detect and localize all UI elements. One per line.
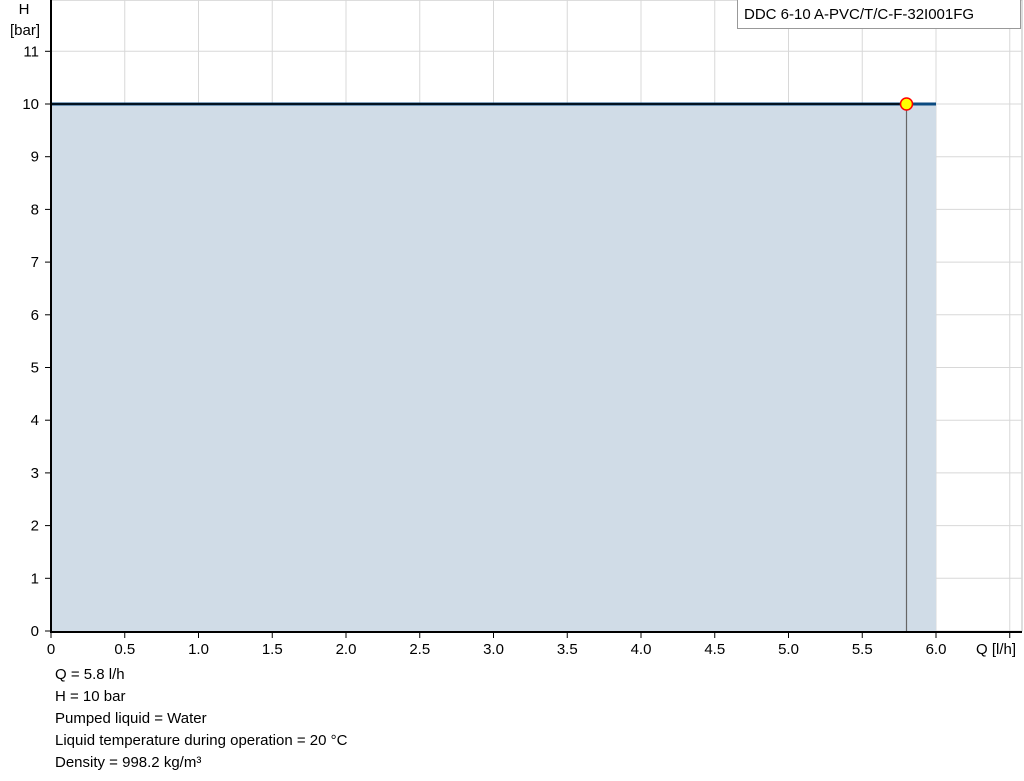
curve-area-fill: [51, 104, 936, 631]
info-flow: Q = 5.8 l/h: [55, 666, 125, 683]
legend-product-name: DDC 6-10 A-PVC/T/C-F-32I001FG: [737, 0, 1021, 29]
pump-curve-chart: 0 0.5 1.0 1.5 2.0 2.5 3.0 3.5 4.0 4.5 5.0 5.5 6.0 0 1 2…: [10, 0, 1023, 658]
y-tick-label: 11: [23, 43, 39, 60]
x-tick-label: 0.5: [114, 641, 135, 658]
x-axis-label: Q [l/h]: [976, 641, 1016, 658]
y-tick-label: 1: [31, 570, 39, 587]
y-tick-label: 3: [31, 465, 39, 482]
info-liquid: Pumped liquid = Water: [55, 710, 207, 727]
info-temperature: Liquid temperature during operation = 20…: [55, 732, 348, 749]
y-tick-label: 4: [31, 412, 39, 429]
x-tick-label: 4.0: [631, 641, 652, 658]
operating-point: [899, 97, 914, 111]
x-tick-label: 3.0: [483, 641, 504, 658]
x-tick-label: 2.0: [336, 641, 357, 658]
x-tick-label: 5.0: [778, 641, 799, 658]
info-head: H = 10 bar: [55, 688, 126, 705]
x-tick-label: 6.0: [926, 641, 947, 658]
y-tick-label: 6: [31, 307, 39, 324]
y-axis-label-unit: [bar]: [10, 22, 40, 39]
y-tick-label: 10: [22, 96, 39, 113]
x-tick-label: 1.5: [262, 641, 283, 658]
operating-info: Q = 5.8 l/h H = 10 bar Pumped liquid = W…: [55, 664, 347, 774]
y-tick-label: 5: [31, 360, 39, 377]
x-tick-label: 3.5: [557, 641, 578, 658]
x-tick-label: 5.5: [852, 641, 873, 658]
x-tick-label: 1.0: [188, 641, 209, 658]
y-tick-label: 2: [31, 518, 39, 535]
y-tick-label: 9: [31, 149, 39, 166]
x-tick-label: 2.5: [409, 641, 430, 658]
info-density: Density = 998.2 kg/m³: [55, 754, 202, 771]
y-tick-label: 0: [31, 623, 39, 640]
y-tick-label: 8: [31, 201, 39, 218]
y-tick-label: 7: [31, 254, 39, 271]
x-tick-label: 0: [47, 641, 55, 658]
y-axis-label-h: H: [19, 1, 30, 18]
x-tick-label: 4.5: [704, 641, 725, 658]
